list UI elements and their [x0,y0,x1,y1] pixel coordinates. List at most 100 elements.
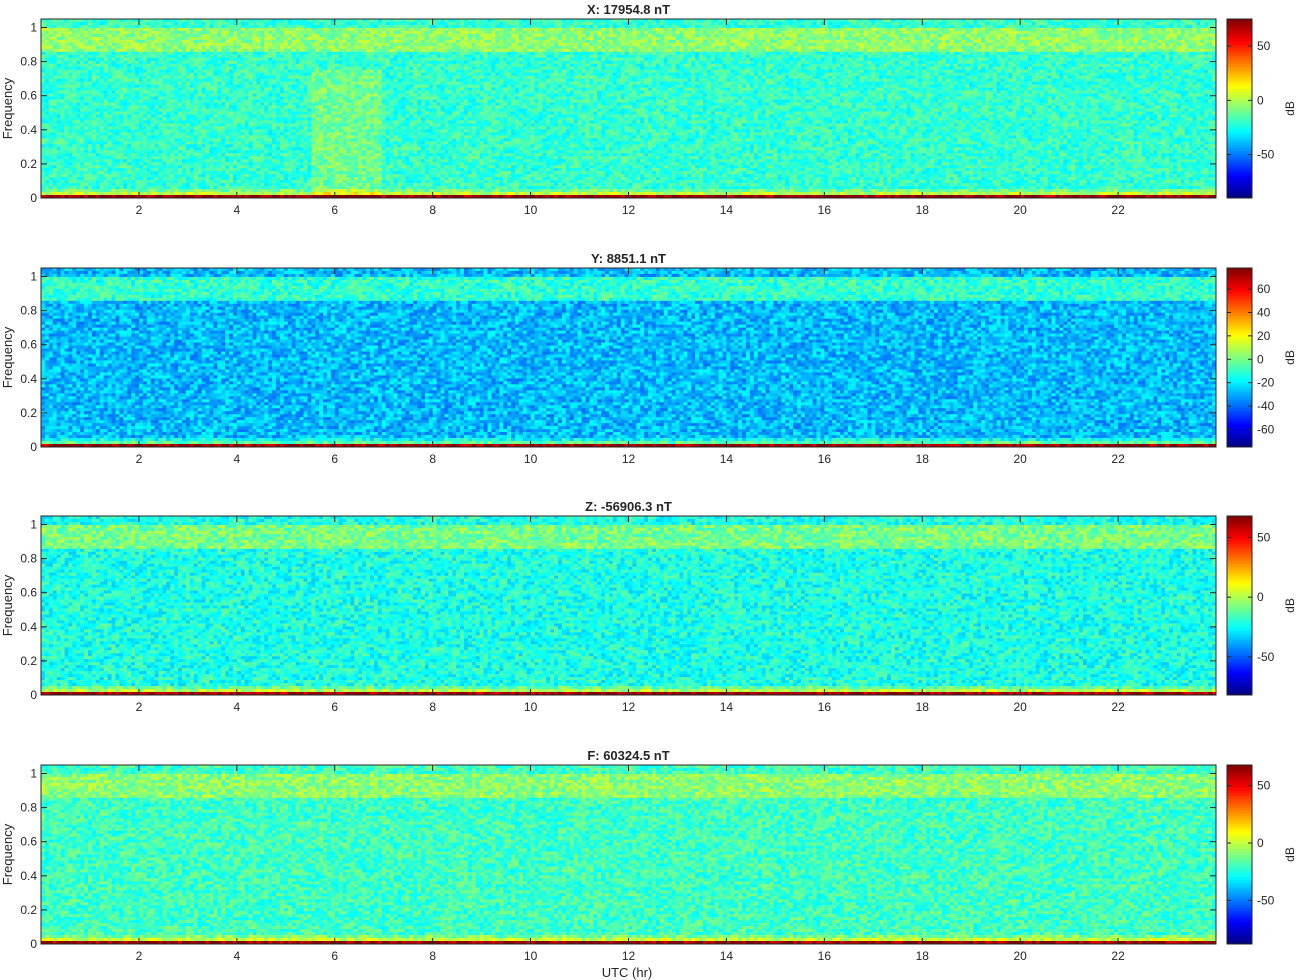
colorbar-segment [1227,569,1252,572]
y-tick-label: 1 [30,21,37,35]
colorbar-segment [1227,397,1252,400]
colorbar-segment [1227,547,1252,550]
colorbar-segment [1227,905,1252,908]
x-tick-label: 14 [720,452,734,466]
colorbar-segment [1227,371,1252,374]
colorbar-segment [1227,664,1252,667]
colorbar-segment [1227,575,1252,578]
x-axis-label: UTC (hr) [602,965,653,980]
colorbar-segment [1227,324,1252,327]
colorbar-segment [1227,647,1252,650]
colorbar-segment [1227,661,1252,664]
colorbar-segment [1227,25,1252,28]
colorbar-segment [1227,274,1252,277]
colorbar-segment [1227,544,1252,547]
x-tick-label: 20 [1013,203,1027,217]
colorbar-tick-label: -50 [1257,650,1275,664]
colorbar-segment [1227,687,1252,690]
y-tick-label: 0 [30,688,37,702]
x-tick-label: 4 [233,949,240,963]
colorbar-segment [1227,689,1252,692]
colorbar-segment [1227,530,1252,533]
colorbar-segment [1227,793,1252,796]
colorbar-segment [1227,39,1252,42]
colorbar-segment [1227,55,1252,58]
colorbar-segment [1227,771,1252,774]
x-tick-label: 20 [1013,949,1027,963]
colorbar-segment [1227,419,1252,422]
colorbar-segment [1227,538,1252,541]
colorbar-segment [1227,332,1252,335]
y-tick-label: 0.8 [20,801,37,815]
colorbar-segment [1227,852,1252,855]
x-tick-label: 14 [720,203,734,217]
colorbar-segment [1227,670,1252,673]
x-tick-label: 14 [720,700,734,714]
colorbar-segment [1227,796,1252,799]
colorbar-segment [1227,349,1252,352]
x-tick-label: 18 [916,700,930,714]
colorbar-tick-label: -50 [1257,148,1275,162]
colorbar-segment [1227,608,1252,611]
colorbar-segment [1227,58,1252,61]
colorbar-tick-label: 50 [1257,779,1271,793]
x-tick-label: 20 [1013,452,1027,466]
colorbar-segment [1227,645,1252,648]
colorbar-segment [1227,631,1252,634]
colorbar-segment [1227,399,1252,402]
x-tick-label: 6 [331,700,338,714]
colorbar-segment [1227,622,1252,625]
colorbar-segment [1227,667,1252,670]
colorbar-segment [1227,633,1252,636]
x-tick-label: 22 [1111,452,1125,466]
colorbar-segment [1227,41,1252,44]
colorbar-segment [1227,522,1252,525]
colorbar-segment [1227,827,1252,830]
colorbar-tick-label: 0 [1257,352,1264,366]
colorbar-segment [1227,22,1252,25]
colorbar-segment [1227,619,1252,622]
x-tick-label: 12 [622,700,636,714]
y-tick-label: 0.8 [20,55,37,69]
x-tick-label: 10 [524,452,538,466]
colorbar-segment [1227,846,1252,849]
colorbar-segment [1227,659,1252,662]
colorbar-segment [1227,583,1252,586]
colorbar-segment [1227,167,1252,170]
x-tick-label: 14 [720,949,734,963]
colorbar-segment [1227,860,1252,863]
colorbar-segment [1227,302,1252,305]
colorbar-tick-label: -60 [1257,422,1275,436]
colorbar-segment [1227,835,1252,838]
colorbar-segment [1227,293,1252,296]
x-tick-label: 10 [524,203,538,217]
colorbar-segment [1227,394,1252,397]
x-tick-label: 6 [331,949,338,963]
colorbar-segment [1227,69,1252,72]
colorbar-segment [1227,566,1252,569]
colorbar-segment [1227,425,1252,428]
colorbar-segment [1227,318,1252,321]
colorbar-segment [1227,611,1252,614]
colorbar-segment [1227,527,1252,530]
colorbar-segment [1227,67,1252,70]
colorbar-segment [1227,572,1252,575]
colorbar-segment [1227,53,1252,56]
x-tick-label: 8 [429,452,436,466]
colorbar-segment [1227,896,1252,899]
x-tick-label: 2 [136,203,143,217]
y-tick-label: 0.2 [20,903,37,917]
colorbar-segment [1227,776,1252,779]
colorbar-segment [1227,439,1252,442]
y-tick-label: 0 [30,191,37,205]
colorbar-segment [1227,148,1252,151]
colorbar-segment [1227,592,1252,595]
y-tick-label: 0.6 [20,89,37,103]
colorbar-tick-label: -40 [1257,399,1275,413]
y-tick-label: 0.8 [20,552,37,566]
colorbar-segment [1227,47,1252,50]
colorbar-segment [1227,377,1252,380]
colorbar-segment [1227,617,1252,620]
colorbar-tick-label: 40 [1257,305,1271,319]
colorbar-segment [1227,894,1252,897]
